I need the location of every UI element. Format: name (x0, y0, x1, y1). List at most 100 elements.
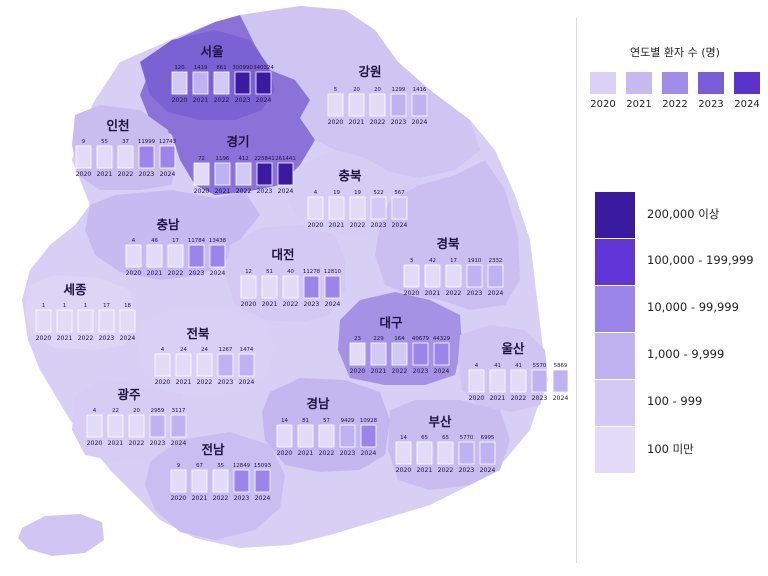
value-box[interactable] (56, 309, 73, 333)
year-label: 2020 (590, 99, 616, 110)
value-box[interactable] (96, 145, 113, 169)
value-box[interactable] (348, 93, 365, 117)
value-box[interactable] (128, 414, 145, 438)
value-box[interactable] (328, 196, 345, 220)
value-box[interactable] (234, 71, 251, 95)
value-box[interactable] (159, 145, 176, 169)
value-box[interactable] (212, 469, 229, 493)
value-box[interactable] (149, 414, 166, 438)
value-box[interactable] (191, 469, 208, 493)
value-label: 19 (354, 190, 361, 196)
value-box[interactable] (254, 469, 271, 493)
year-label: 2024 (210, 270, 226, 277)
value-box[interactable] (213, 71, 230, 95)
value-box[interactable] (193, 162, 210, 186)
value-box[interactable] (489, 369, 506, 393)
value-box[interactable] (297, 424, 314, 448)
value-box[interactable] (487, 264, 504, 288)
value-box[interactable] (391, 342, 408, 366)
value-box[interactable] (98, 309, 115, 333)
value-box[interactable] (510, 369, 527, 393)
value-box[interactable] (339, 424, 356, 448)
value-label: 1196 (216, 156, 230, 162)
value-box[interactable] (170, 469, 187, 493)
value-box[interactable] (171, 71, 188, 95)
value-box[interactable] (261, 275, 278, 299)
value-box[interactable] (170, 414, 187, 438)
value-box[interactable] (75, 145, 92, 169)
value-box[interactable] (324, 275, 341, 299)
value-box[interactable] (277, 162, 294, 186)
value-box[interactable] (458, 441, 475, 465)
value-box[interactable] (154, 353, 171, 377)
value-box[interactable] (391, 196, 408, 220)
value-box[interactable] (437, 441, 454, 465)
value-box[interactable] (445, 264, 462, 288)
value-box[interactable] (240, 275, 257, 299)
value-box[interactable] (138, 145, 155, 169)
value-box[interactable] (412, 342, 429, 366)
value-box[interactable] (349, 342, 366, 366)
value-box[interactable] (411, 93, 428, 117)
value-box[interactable] (238, 353, 255, 377)
region-label-jeonnam: 전남 (201, 442, 225, 457)
value-box[interactable] (35, 309, 52, 333)
value-box[interactable] (369, 93, 386, 117)
value-box[interactable] (468, 369, 485, 393)
region-shape-daegu[interactable] (338, 292, 462, 385)
value-label: 5570 (533, 363, 547, 369)
value-box[interactable] (360, 424, 377, 448)
value-box[interactable] (307, 196, 324, 220)
value-box[interactable] (395, 441, 412, 465)
value-label: 40679 (412, 336, 430, 342)
value-box[interactable] (424, 264, 441, 288)
value-box[interactable] (403, 264, 420, 288)
value-box[interactable] (327, 93, 344, 117)
value-label: 72 (198, 156, 205, 162)
value-box[interactable] (479, 441, 496, 465)
value-box[interactable] (255, 71, 272, 95)
value-box[interactable] (209, 244, 226, 268)
value-box[interactable] (77, 309, 94, 333)
value-label: 18 (124, 303, 131, 309)
value-box[interactable] (233, 469, 250, 493)
value-box[interactable] (146, 244, 163, 268)
value-box[interactable] (235, 162, 252, 186)
value-box[interactable] (214, 162, 231, 186)
value-box[interactable] (119, 309, 136, 333)
value-box[interactable] (466, 264, 483, 288)
scale-label: 100 - 999 (647, 394, 703, 408)
value-box[interactable] (416, 441, 433, 465)
value-box[interactable] (390, 93, 407, 117)
region-group-sejong: 세종 1 2020 1 2021 1 2022 17 2023 18 2024 (35, 282, 136, 342)
region-label-gwangju: 광주 (117, 387, 141, 402)
value-box[interactable] (349, 196, 366, 220)
value-box[interactable] (256, 162, 273, 186)
value-box[interactable] (125, 244, 142, 268)
value-box[interactable] (175, 353, 192, 377)
year-label: 2022 (168, 270, 184, 277)
value-box[interactable] (196, 353, 213, 377)
value-box[interactable] (282, 275, 299, 299)
value-box[interactable] (318, 424, 335, 448)
legend-divider (576, 18, 577, 563)
region-group-daejeon: 대전 12 2020 51 2021 40 2022 11278 2023 12810 2024 (240, 247, 342, 308)
value-box[interactable] (303, 275, 320, 299)
region-shape-gangwon[interactable] (240, 6, 480, 178)
value-label: 1 (42, 303, 45, 309)
year-label: 2021 (417, 467, 433, 474)
value-box[interactable] (192, 71, 209, 95)
value-box[interactable] (370, 196, 387, 220)
value-box[interactable] (370, 342, 387, 366)
value-box[interactable] (217, 353, 234, 377)
value-box[interactable] (433, 342, 450, 366)
value-box[interactable] (552, 369, 569, 393)
value-box[interactable] (188, 244, 205, 268)
value-box[interactable] (117, 145, 134, 169)
value-box[interactable] (107, 414, 124, 438)
value-box[interactable] (531, 369, 548, 393)
value-box[interactable] (167, 244, 184, 268)
value-label: 20 (374, 87, 381, 93)
value-box[interactable] (86, 414, 103, 438)
value-box[interactable] (276, 424, 293, 448)
